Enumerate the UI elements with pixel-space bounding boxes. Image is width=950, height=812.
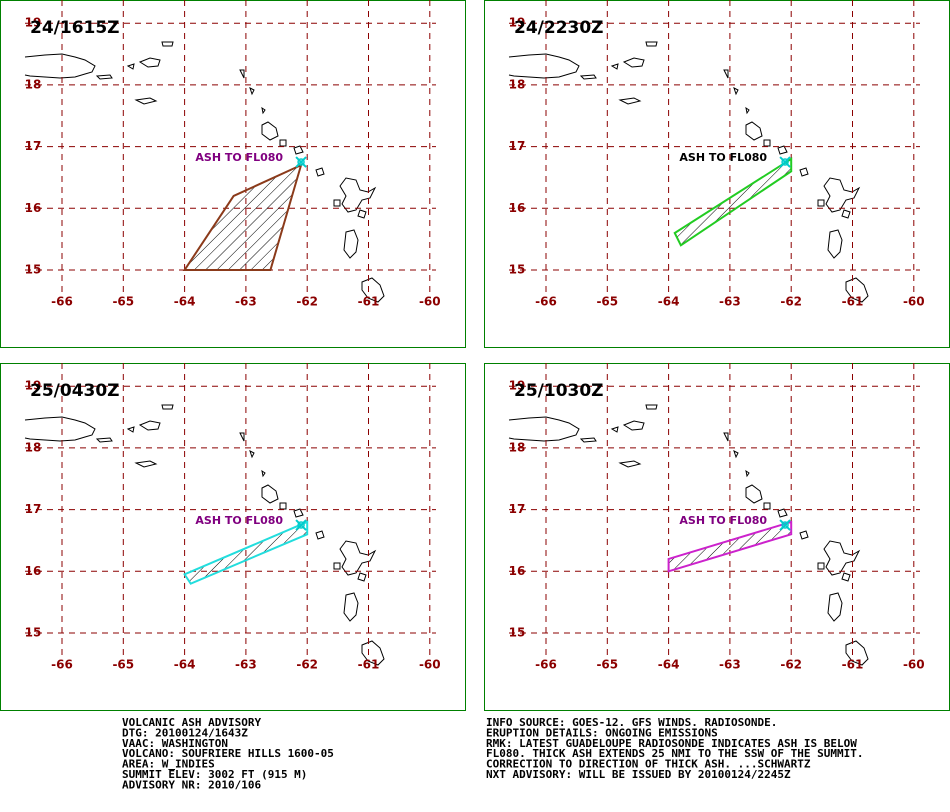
advisory-line: FL080. THICK ASH EXTENDS 25 NMI TO THE S… <box>486 747 864 760</box>
advisory-line: DTG: 20100124/1643Z <box>122 726 248 739</box>
lon-tick-label: -65 <box>112 658 134 672</box>
advisory-line: INFO SOURCE: GOES-12. GFS WINDS. RADIOSO… <box>486 716 777 729</box>
lon-tick-label: -62 <box>780 295 802 309</box>
lon-tick-label: -66 <box>51 658 73 672</box>
volcano-marker <box>781 158 789 166</box>
advisory-line: VAAC: WASHINGTON <box>122 737 228 750</box>
ash-area <box>673 157 793 247</box>
lat-tick-label: 18 <box>25 77 42 91</box>
lon-tick-label: -65 <box>596 658 618 672</box>
volcano-marker <box>781 521 789 529</box>
lat-tick-label: 17 <box>509 139 526 153</box>
lon-tick-label: -65 <box>596 295 618 309</box>
valid-time: 24/2230Z <box>514 18 604 38</box>
ash-annotation: ASH TO FL080 <box>679 151 767 164</box>
lon-tick-label: -60 <box>419 658 441 672</box>
lon-tick-label: -62 <box>780 658 802 672</box>
lat-tick-label: 16 <box>509 201 526 215</box>
advisory-line: ERUPTION DETAILS: ONGOING EMISSIONS <box>486 726 718 739</box>
map-panel: -66 -65 -64 -63 -62 -61 -60 15 16 17 18 19 ASH TO FL… <box>484 363 950 711</box>
volcano-marker <box>779 519 791 531</box>
valid-time: 25/0430Z <box>30 381 120 401</box>
advisory-line: CORRECTION TO DIRECTION OF THICK ASH. ..… <box>486 758 811 771</box>
lat-tick-label: 17 <box>25 139 42 153</box>
lat-tick-label: 17 <box>509 502 526 516</box>
map-panel: -66 -65 -64 -63 -62 -61 -60 15 16 17 18 19 ASH TO FL… <box>484 0 950 348</box>
volcano-marker <box>779 156 791 168</box>
lon-tick-label: -62 <box>296 295 318 309</box>
volcano-marker <box>297 521 305 529</box>
ash-annotation: ASH TO FL080 <box>195 151 283 164</box>
lat-tick-label: 15 <box>25 626 42 640</box>
map-panel: -66 -65 -64 -63 -62 -61 -60 15 16 17 18 19 ASH TO FL… <box>0 0 466 348</box>
lon-tick-label: -63 <box>235 658 257 672</box>
lon-tick-label: -60 <box>903 295 925 309</box>
lat-tick-label: 18 <box>509 440 526 454</box>
lon-tick-label: -60 <box>903 658 925 672</box>
lon-tick-label: -63 <box>235 295 257 309</box>
lon-tick-label: -64 <box>174 295 196 309</box>
lat-tick-label: 19 <box>25 16 42 30</box>
lon-tick-label: -63 <box>719 658 741 672</box>
lon-tick-label: -61 <box>358 295 380 309</box>
advisory-line: VOLCANIC ASH ADVISORY <box>122 716 261 729</box>
lat-tick-label: 15 <box>25 263 42 277</box>
valid-time: 25/1030Z <box>514 381 604 401</box>
ash-area <box>667 520 793 573</box>
lat-tick-label: 16 <box>509 564 526 578</box>
lon-tick-label: -60 <box>419 295 441 309</box>
volcano-marker <box>295 156 307 168</box>
lon-tick-label: -66 <box>51 295 73 309</box>
lon-tick-label: -64 <box>658 295 680 309</box>
valid-time: 24/1615Z <box>30 18 120 38</box>
volcano-marker <box>295 519 307 531</box>
advisory-line: SUMMIT ELEV: 3002 FT (915 M) <box>122 768 307 781</box>
advisory-line: AREA: W_INDIES <box>122 758 215 771</box>
lat-tick-label: 17 <box>25 502 42 516</box>
lon-tick-label: -64 <box>174 658 196 672</box>
lon-tick-label: -62 <box>296 658 318 672</box>
lat-tick-label: 18 <box>25 440 42 454</box>
lon-tick-label: -61 <box>842 658 864 672</box>
lon-tick-label: -66 <box>535 295 557 309</box>
ash-annotation: ASH TO FL080 <box>195 514 283 527</box>
lat-tick-label: 19 <box>25 379 42 393</box>
lat-tick-label: 16 <box>25 201 42 215</box>
lat-tick-label: 15 <box>509 626 526 640</box>
ash-area <box>183 520 309 585</box>
lat-tick-label: 16 <box>25 564 42 578</box>
map-panel: -66 -65 -64 -63 -62 -61 -60 15 16 17 18 19 ASH TO FL… <box>0 363 466 711</box>
ash-annotation: ASH TO FL080 <box>679 514 767 527</box>
advisory-line: NXT ADVISORY: WILL BE ISSUED BY 20100124… <box>486 768 791 781</box>
lon-tick-label: -61 <box>358 658 380 672</box>
lat-tick-label: 18 <box>509 77 526 91</box>
lat-tick-label: 15 <box>509 263 526 277</box>
lat-tick-label: 19 <box>509 16 526 30</box>
ash-area <box>182 163 303 271</box>
advisory-line: VOLCANO: SOUFRIERE HILLS 1600-05 <box>122 747 334 760</box>
lon-tick-label: -61 <box>842 295 864 309</box>
advisory-line: RMK: LATEST GUADELOUPE RADIOSONDE INDICA… <box>486 737 857 750</box>
lon-tick-label: -64 <box>658 658 680 672</box>
lat-tick-label: 19 <box>509 379 526 393</box>
lon-tick-label: -65 <box>112 295 134 309</box>
lon-tick-label: -63 <box>719 295 741 309</box>
volcano-marker <box>297 158 305 166</box>
lon-tick-label: -66 <box>535 658 557 672</box>
advisory-line: ADVISORY NR: 2010/106 <box>122 778 261 791</box>
